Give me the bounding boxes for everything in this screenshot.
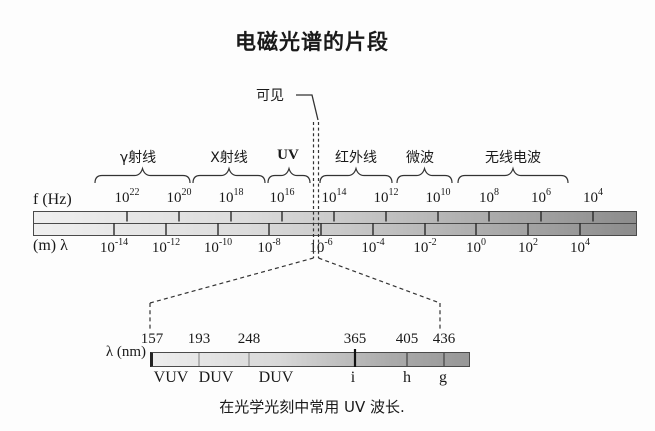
frequency-tick-label: 1010 bbox=[425, 187, 451, 206]
visible-light-callout-label: 可见 bbox=[256, 88, 284, 104]
frequency-tick-label: 1018 bbox=[218, 187, 244, 206]
uv-line-name: DUV bbox=[198, 369, 234, 386]
wavelength-tick-label: 10-6 bbox=[309, 237, 333, 256]
band-label: 无线电波 bbox=[485, 150, 541, 166]
wavelength-spectrum-bar bbox=[33, 223, 637, 236]
wavelength-tick-label: 10-2 bbox=[413, 237, 437, 256]
wavelength-tick-label: 10-8 bbox=[257, 237, 281, 256]
visible-callout-pointer-line bbox=[296, 94, 319, 121]
frequency-tick-label: 1012 bbox=[373, 187, 399, 206]
band-brace bbox=[457, 166, 569, 184]
uv-wavelength-value: 193 bbox=[187, 331, 211, 347]
frequency-tick-label: 108 bbox=[479, 187, 499, 206]
frequency-axis-label: f (Hz) bbox=[33, 191, 72, 208]
page-title: 电磁光谱的片段 bbox=[235, 30, 389, 54]
wavelength-tick-label: 10-14 bbox=[99, 237, 129, 256]
uv-line-name: i bbox=[350, 369, 356, 386]
frequency-tick-label: 1016 bbox=[269, 187, 295, 206]
frequency-tick-label: 1014 bbox=[321, 187, 347, 206]
wavelength-tick-label: 104 bbox=[570, 237, 590, 256]
band-brace bbox=[94, 166, 191, 184]
uv-zoom-funnel-dashed-lines bbox=[149, 257, 441, 329]
uv-detail-bar bbox=[150, 352, 470, 367]
uv-line-name: g bbox=[439, 369, 447, 386]
uv-line-name: h bbox=[403, 369, 411, 386]
uv-wavelength-value: 248 bbox=[237, 331, 261, 347]
frequency-tick-label: 1022 bbox=[114, 187, 140, 206]
uv-line-name: DUV bbox=[258, 369, 294, 386]
band-label: X射线 bbox=[210, 150, 248, 166]
band-label: 微波 bbox=[406, 150, 434, 166]
uv-detail-axis-label: λ (nm) bbox=[105, 344, 146, 360]
uv-wavelength-value: 405 bbox=[395, 331, 419, 347]
wavelength-tick-label: 100 bbox=[466, 237, 486, 256]
diagram-caption: 在光学光刻中常用 UV 波长. bbox=[219, 398, 405, 416]
uv-wavelength-value: 365 bbox=[343, 331, 367, 347]
band-brace bbox=[192, 166, 266, 184]
band-label: γ射线 bbox=[119, 150, 157, 166]
wavelength-tick-label: 10-4 bbox=[361, 237, 385, 256]
frequency-tick-label: 1020 bbox=[166, 187, 192, 206]
band-label: UV bbox=[277, 147, 299, 163]
wavelength-tick-label: 102 bbox=[518, 237, 538, 256]
uv-wavelength-value: 436 bbox=[432, 331, 456, 347]
band-brace bbox=[267, 166, 311, 184]
frequency-tick-label: 104 bbox=[583, 187, 603, 206]
band-label: 红外线 bbox=[335, 150, 377, 166]
wavelength-tick-label: 10-12 bbox=[151, 237, 181, 256]
uv-wavelength-value: 157 bbox=[140, 331, 164, 347]
band-brace bbox=[319, 166, 393, 184]
uv-line-name: VUV bbox=[153, 369, 189, 386]
frequency-tick-label: 106 bbox=[531, 187, 551, 206]
wavelength-tick-label: 10-10 bbox=[203, 237, 233, 256]
wavelength-axis-label: (m) λ bbox=[33, 237, 68, 254]
band-brace bbox=[396, 166, 453, 184]
